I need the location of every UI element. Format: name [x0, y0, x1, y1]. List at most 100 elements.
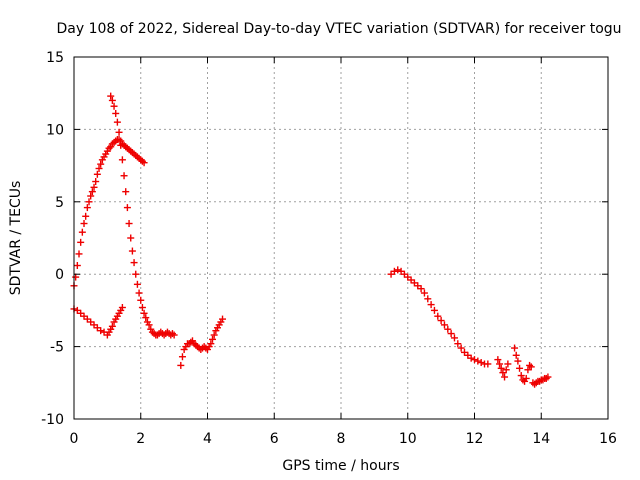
- data-point: [467, 354, 475, 362]
- data-point: [207, 340, 215, 348]
- y-axis-label: SDTVAR / TECUs: [8, 181, 24, 296]
- data-point: [115, 128, 123, 136]
- grid: [74, 57, 608, 419]
- data-point: [514, 357, 522, 365]
- series-arc-2: [177, 315, 227, 369]
- data-point: [497, 364, 505, 372]
- data-point: [516, 364, 524, 372]
- data-point: [390, 267, 398, 275]
- data-point: [140, 159, 148, 167]
- series-arc-4: [494, 344, 552, 388]
- data-point: [108, 96, 116, 104]
- data-point: [437, 317, 445, 325]
- x-tick-label: 10: [399, 431, 417, 447]
- data-point: [177, 361, 185, 369]
- data-point: [93, 170, 101, 178]
- data-point: [77, 238, 85, 246]
- data-point: [440, 321, 448, 329]
- data-point: [484, 360, 492, 368]
- data-point: [210, 331, 218, 339]
- data-point: [118, 304, 126, 312]
- data-point: [178, 353, 186, 361]
- data-point: [90, 183, 98, 191]
- data-point: [527, 363, 535, 371]
- y-tick-label: -10: [41, 412, 64, 428]
- data-point: [97, 327, 105, 335]
- series-arc-1-falling: [107, 92, 178, 339]
- data-point: [125, 220, 133, 228]
- data-point: [471, 356, 478, 364]
- data-point: [502, 366, 510, 374]
- data-point: [477, 359, 485, 367]
- data-point: [168, 330, 176, 338]
- axis-ticks: 0 2 4 6 8 10 12 14 16 -10 -5 0 5 10 15: [41, 50, 617, 447]
- y-tick-label: 10: [46, 122, 64, 138]
- data-point: [118, 156, 126, 164]
- data-point: [95, 164, 103, 172]
- data-point: [417, 285, 425, 293]
- data-points: [70, 92, 552, 388]
- data-point: [83, 204, 91, 212]
- data-point: [394, 266, 402, 274]
- data-point: [494, 356, 502, 364]
- data-point: [122, 188, 130, 196]
- data-point: [447, 330, 455, 338]
- data-point: [127, 234, 135, 242]
- series-arc-1-low: [70, 304, 126, 339]
- data-point: [454, 340, 462, 348]
- data-point: [128, 247, 136, 255]
- x-tick-label: 6: [270, 431, 279, 447]
- data-point: [130, 259, 138, 267]
- data-point: [142, 314, 150, 322]
- data-point: [504, 360, 512, 368]
- data-point: [450, 334, 458, 342]
- data-point: [107, 92, 115, 100]
- x-tick-label: 2: [136, 431, 145, 447]
- data-point: [87, 192, 95, 200]
- data-point: [110, 102, 118, 110]
- x-tick-label: 4: [203, 431, 212, 447]
- data-point: [88, 188, 96, 196]
- data-point: [82, 212, 90, 220]
- data-point: [132, 270, 140, 278]
- data-point: [522, 374, 530, 382]
- series-arc-3: [387, 266, 492, 368]
- data-point: [219, 315, 227, 323]
- data-point: [85, 198, 93, 206]
- data-point: [444, 325, 452, 333]
- data-point: [135, 289, 143, 297]
- data-point: [501, 373, 509, 381]
- data-point: [140, 309, 148, 317]
- x-tick-label: 12: [466, 431, 484, 447]
- data-point: [133, 280, 141, 288]
- data-point: [519, 376, 527, 384]
- data-point: [112, 109, 120, 117]
- data-point: [80, 220, 88, 228]
- data-point: [145, 321, 153, 329]
- data-point: [434, 312, 442, 320]
- data-point: [75, 250, 83, 258]
- data-point: [108, 322, 116, 330]
- data-point: [424, 295, 432, 303]
- data-point: [517, 372, 525, 380]
- series-arc-1-rising: [70, 136, 148, 290]
- data-point: [544, 373, 552, 381]
- x-tick-label: 16: [599, 431, 617, 447]
- data-point: [72, 273, 80, 281]
- data-point: [170, 331, 178, 339]
- data-point: [123, 204, 131, 212]
- x-axis-label: GPS time / hours: [282, 458, 399, 474]
- data-point: [73, 262, 81, 270]
- data-point: [430, 306, 438, 314]
- data-point: [526, 361, 534, 369]
- data-point: [97, 160, 105, 168]
- data-point: [138, 304, 146, 312]
- chart-title: Day 108 of 2022, Sidereal Day-to-day VTE…: [56, 21, 621, 37]
- data-point: [427, 301, 435, 309]
- y-tick-label: 15: [46, 50, 64, 66]
- data-point: [137, 296, 145, 304]
- x-tick-label: 8: [337, 431, 346, 447]
- data-point: [120, 172, 128, 180]
- data-point: [511, 344, 519, 352]
